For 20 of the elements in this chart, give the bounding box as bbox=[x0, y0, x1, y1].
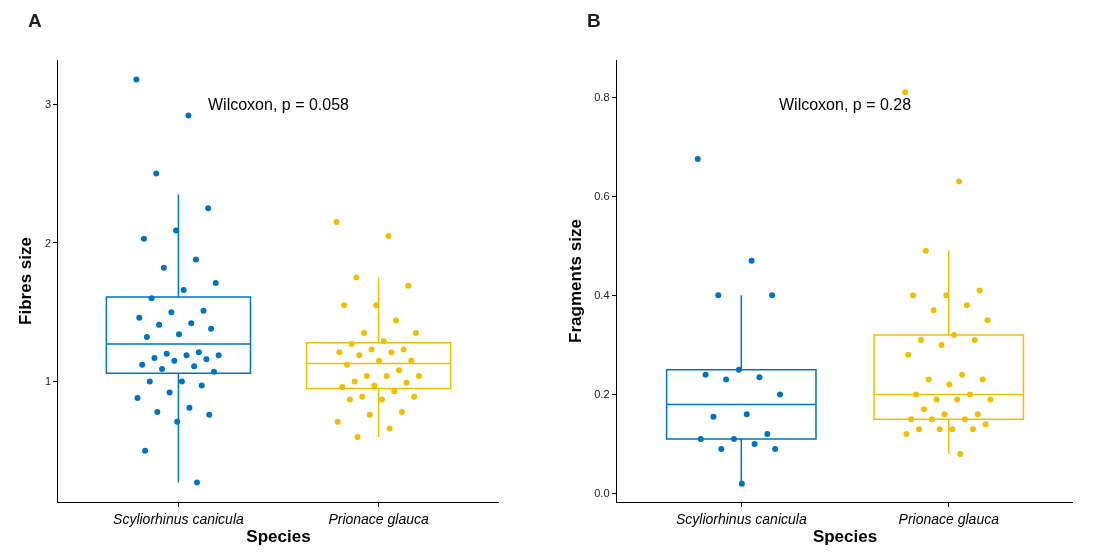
chart-title: A bbox=[28, 10, 42, 31]
y-tick-label: 0.8 bbox=[594, 91, 610, 104]
y-axis-title: Fibres size bbox=[16, 237, 36, 325]
y-tick-label: 3 bbox=[44, 98, 52, 111]
y-tick-label: 0.2 bbox=[594, 388, 610, 401]
y-tick-label: 0.6 bbox=[594, 190, 610, 203]
y-tick-label: 0.0 bbox=[594, 487, 610, 500]
y-axis-title: Fragments size bbox=[565, 219, 585, 343]
x-axis-title: Species bbox=[246, 527, 311, 547]
annotation: Wilcoxon, p = 0.28 bbox=[779, 96, 912, 113]
chart-title: B bbox=[587, 10, 601, 31]
annotation: Wilcoxon, p = 0.058 bbox=[208, 96, 350, 113]
x-tick-label: Prionace glauca bbox=[898, 510, 1000, 527]
y-tick-label: 0.4 bbox=[594, 289, 610, 302]
x-tick-label: Scyliorhinus canicula bbox=[113, 510, 244, 527]
x-tick-label: Scyliorhinus canicula bbox=[675, 510, 807, 527]
y-tick-label: 2 bbox=[44, 236, 52, 249]
x-tick-label: Prionace glauca bbox=[328, 510, 429, 527]
x-axis-title: Species bbox=[812, 527, 878, 547]
y-tick-label: 1 bbox=[44, 375, 52, 388]
